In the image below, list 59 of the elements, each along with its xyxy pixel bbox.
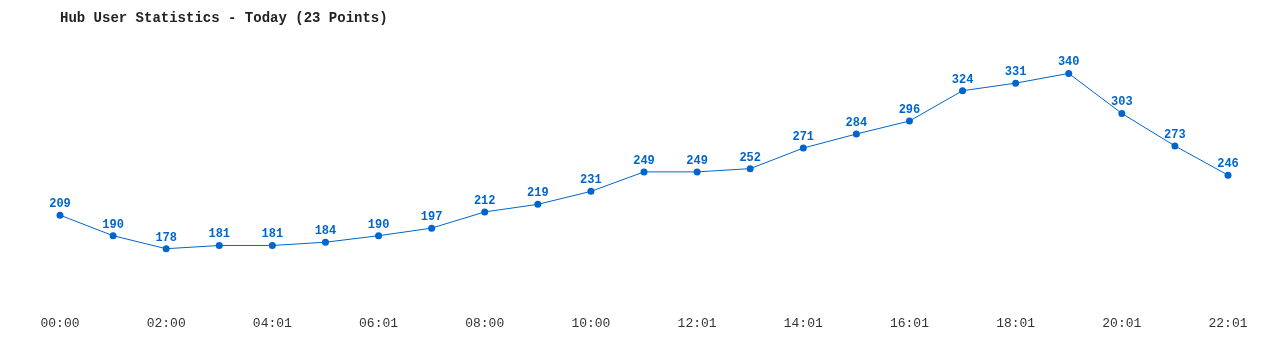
data-label: 296 [898, 103, 921, 118]
data-label: 181 [261, 227, 284, 242]
point [640, 168, 648, 176]
point [959, 87, 967, 95]
point [428, 224, 436, 232]
x-tick-label: 04:01 [252, 316, 293, 332]
data-label: 331 [1004, 65, 1027, 80]
data-label: 212 [473, 193, 496, 208]
point [321, 238, 329, 246]
x-tick-label: 20:01 [1102, 316, 1142, 332]
point [905, 117, 913, 125]
x-tick-label: 08:00 [465, 316, 505, 332]
data-label: 249 [633, 153, 655, 168]
x-tick-label: 18:01 [996, 316, 1036, 332]
data-label: 271 [792, 130, 815, 145]
point [56, 211, 64, 219]
point [799, 144, 807, 152]
data-label: 190 [102, 217, 124, 232]
x-tick-label: 06:01 [359, 316, 399, 332]
data-label: 219 [527, 186, 549, 201]
data-label: 197 [420, 210, 443, 225]
x-tick-label: 10:00 [571, 316, 611, 332]
data-label: 284 [845, 116, 868, 131]
data-label: 246 [1217, 157, 1239, 172]
point [481, 208, 489, 216]
point [1118, 109, 1126, 117]
x-tick-label: 16:01 [889, 316, 930, 332]
point [852, 130, 860, 138]
point [1224, 171, 1232, 179]
x-tick-label: 22:01 [1208, 316, 1248, 332]
chart-title: Hub User Statistics - Today (23 Points) [60, 10, 388, 26]
x-tick-label: 12:01 [677, 316, 717, 332]
point [162, 245, 170, 253]
data-label: 178 [155, 230, 177, 245]
data-label: 231 [580, 173, 602, 188]
x-tick-label: 14:01 [783, 316, 823, 332]
data-label: 181 [208, 227, 231, 242]
data-label: 273 [1164, 127, 1186, 142]
point [268, 241, 276, 249]
point [1171, 142, 1179, 150]
point [534, 200, 542, 208]
point [375, 232, 383, 240]
data-label: 190 [367, 217, 390, 232]
point [215, 241, 223, 249]
data-label: 303 [1111, 95, 1133, 110]
point [746, 165, 754, 173]
data-label: 340 [1057, 55, 1080, 70]
point [693, 168, 701, 176]
data-label: 324 [951, 72, 974, 87]
point [587, 187, 595, 195]
point [1012, 79, 1020, 87]
x-tick-label: 02:00 [146, 316, 186, 332]
data-label: 252 [739, 150, 761, 165]
data-label: 249 [686, 153, 708, 168]
point [1065, 69, 1073, 77]
data-label: 209 [49, 197, 71, 212]
data-label: 184 [314, 224, 337, 239]
x-tick-label: 00:00 [40, 316, 80, 332]
point [109, 232, 117, 240]
